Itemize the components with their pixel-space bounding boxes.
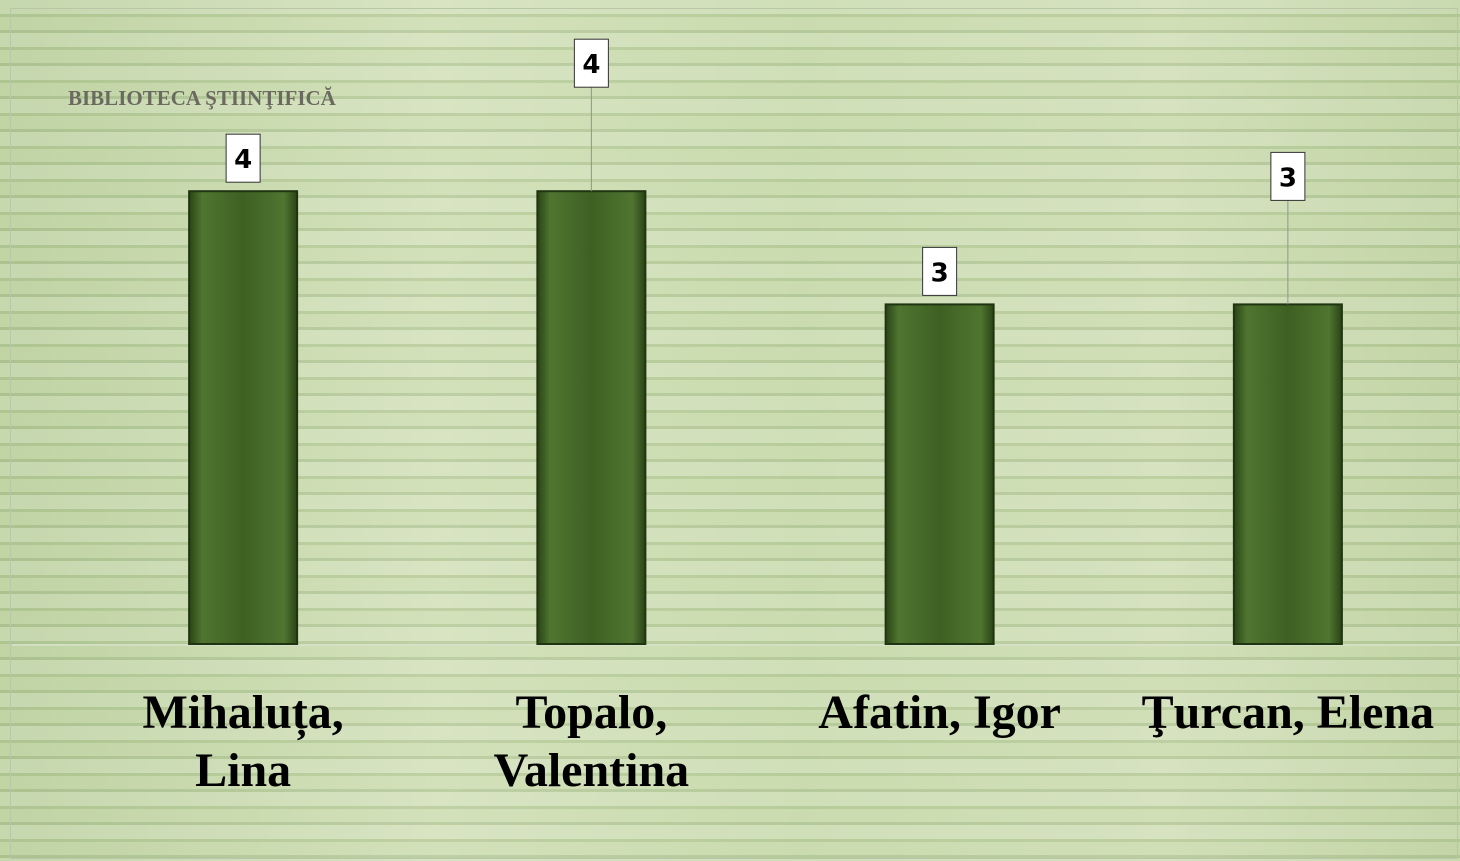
value-label-box xyxy=(922,246,958,296)
bar xyxy=(884,303,995,645)
x-tick-label: Ţurcan, Elena xyxy=(1141,686,1435,739)
frame xyxy=(10,8,1458,859)
value-label: 4 xyxy=(234,145,252,175)
chart-title: BIBLIOTECA ŞTIINŢIFICĂ xyxy=(68,86,336,110)
value-label-box xyxy=(1270,151,1306,201)
bar xyxy=(188,190,299,645)
x-tick-label: Topalo, Valentina xyxy=(493,686,690,797)
x-tick-label: Mihaluța, Lina xyxy=(142,686,344,797)
value-label-box xyxy=(225,133,261,183)
value-label: 4 xyxy=(582,50,600,80)
value-label-box xyxy=(573,38,609,88)
bar xyxy=(1232,303,1343,645)
value-label: 3 xyxy=(931,258,949,288)
value-label: 3 xyxy=(1279,163,1297,193)
x-tick-label: Afatin, Igor xyxy=(818,686,1061,739)
bar xyxy=(536,190,647,645)
